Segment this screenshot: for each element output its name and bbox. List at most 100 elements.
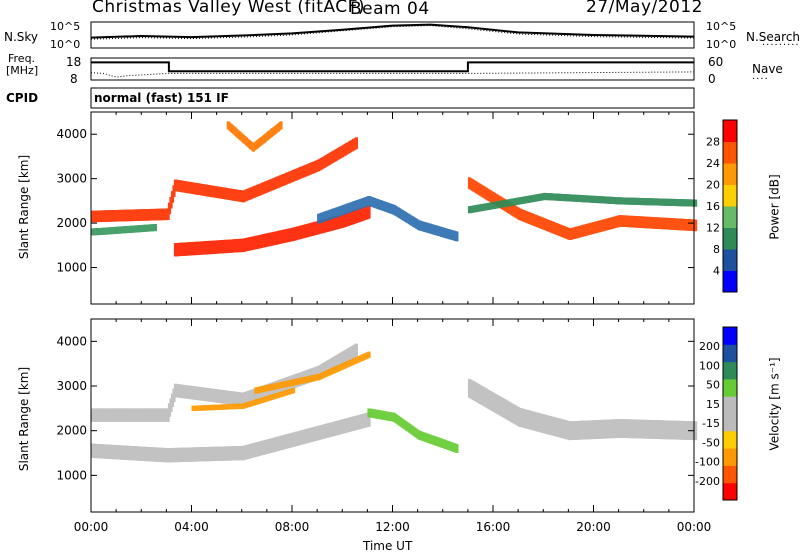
nsearch-label: N.Search <box>746 30 800 44</box>
power-band-2 <box>317 196 459 242</box>
power-band-cell <box>354 137 358 149</box>
power-colorbar-cell <box>723 163 737 185</box>
velocity-band-0 <box>91 343 358 422</box>
power-band-cell <box>367 205 371 219</box>
nsearch-line <box>90 25 695 40</box>
power-band-cell <box>694 219 698 232</box>
power-band-cell <box>455 231 459 242</box>
velocity-ytick-label: 4000 <box>56 334 87 348</box>
power-band-cell <box>279 121 283 130</box>
velocity-colorbar-cell <box>723 396 737 414</box>
nave-label: Nave <box>752 62 783 76</box>
power-colorbar-tick-label: 20 <box>706 179 720 192</box>
power-ytick-label: 2000 <box>56 216 87 230</box>
nsearch-legend-dots: ········· <box>762 40 800 51</box>
nsky-label: N.Sky <box>4 30 39 44</box>
velocity-colorbar-cell <box>723 465 737 484</box>
x-tick-label: 08:00 <box>275 520 310 534</box>
velocity-band-cell <box>354 343 358 357</box>
nsky-tick-bottom: 10^0 <box>50 38 81 51</box>
power-colorbar-tick-label: 4 <box>713 265 720 278</box>
power-band-0 <box>91 137 358 223</box>
power-colorbar-cell <box>723 227 737 250</box>
power-colorbar-frame <box>722 119 738 293</box>
cpid-text: normal (fast) 151 IF <box>94 91 229 105</box>
station-title: Christmas Valley West (fitACF) <box>92 0 366 17</box>
power-band-6 <box>467 192 698 214</box>
cpid-label: CPID <box>6 91 39 105</box>
power-colorbar-tick-label: 8 <box>713 243 720 256</box>
x-tick-label: 20:00 <box>576 520 611 534</box>
power-band-3 <box>467 177 698 240</box>
x-tick-label: 04:00 <box>174 520 209 534</box>
nsearch-tick-bottom: 10^0 <box>706 38 737 51</box>
freq-panel-frame <box>90 57 695 81</box>
nsky-panel-frame <box>90 21 695 49</box>
freq-tick-bottom: 8 <box>70 72 78 86</box>
x-tick-label: 16:00 <box>476 520 511 534</box>
velocity-band-1 <box>91 412 371 463</box>
velocity-band-3 <box>467 378 698 441</box>
velocity-colorbar-cell <box>723 361 737 380</box>
nave-legend-dots: ···· <box>752 74 769 85</box>
velocity-colorbar-cell <box>723 378 737 397</box>
power-colorbar-tick-label: 16 <box>706 200 720 213</box>
velocity-band-cell <box>292 387 296 394</box>
cpid-panel-frame <box>90 87 695 109</box>
velocity-colorbar-tick-label: -200 <box>695 475 720 488</box>
power-colorbar-cell <box>723 206 737 228</box>
x-tick-label: 00:00 <box>677 520 712 534</box>
power-colorbar-cell <box>723 249 737 271</box>
nave-tick-top: 60 <box>708 55 724 69</box>
power-colorbar-cell <box>723 270 737 293</box>
velocity-band-cell <box>694 421 698 441</box>
power-band-cell <box>694 199 698 207</box>
velocity-colorbar-tick-label: 15 <box>706 398 720 411</box>
velocity-ytick-label: 3000 <box>56 379 87 393</box>
velocity-band-2 <box>367 408 459 453</box>
nsky-line <box>90 23 695 39</box>
power-ytick-label: 4000 <box>56 127 87 141</box>
power-colorbar-cell <box>723 184 737 207</box>
nave-tick-bottom: 0 <box>708 72 716 86</box>
velocity-colorbar-cell <box>723 344 737 363</box>
velocity-band-5 <box>191 387 296 412</box>
velocity-band-4 <box>254 351 371 394</box>
velocity-ytick-label: 1000 <box>56 468 87 482</box>
power-colorbar-tick-label: 28 <box>706 136 720 149</box>
velocity-colorbar-cell <box>723 430 737 449</box>
velocity-ytick-label: 2000 <box>56 424 87 438</box>
power-band-4 <box>226 121 283 152</box>
freq-tick-top: 18 <box>66 55 82 69</box>
power-band-cell <box>153 224 157 232</box>
velocity-colorbar-cell <box>723 413 737 432</box>
velocity-colorbar-tick-label: -100 <box>695 456 720 469</box>
nsky-tick-top: 10^5 <box>50 20 81 33</box>
x-tick-label: 00:00 <box>74 520 109 534</box>
power-colorbar-cell <box>723 141 737 164</box>
power-colorbar-tick-label: 24 <box>706 157 720 170</box>
velocity-colorbar-tick-label: 100 <box>699 359 720 372</box>
velocity-band-cell <box>367 412 371 427</box>
velocity-colorbar-cell <box>723 327 737 345</box>
velocity-band-cell <box>455 444 459 453</box>
beam-label: Beam 04 <box>350 0 430 19</box>
velocity-colorbar-cell <box>723 448 737 466</box>
freq-label-2: [MHz] <box>6 64 39 77</box>
date-label: 27/May/2012 <box>586 0 703 17</box>
velocity-colorbar-cell <box>723 482 737 501</box>
power-ytick-label: 3000 <box>56 172 87 186</box>
power-band-1 <box>173 205 371 257</box>
velocity-band-cell <box>367 351 371 358</box>
power-colorbar-tick-label: 12 <box>706 222 720 235</box>
nave-line <box>90 71 695 78</box>
power-band-5 <box>91 224 157 236</box>
freq-line <box>91 61 694 73</box>
velocity-colorbar-tick-label: -50 <box>702 436 720 449</box>
power-ytick-label: 1000 <box>56 261 87 275</box>
nsearch-tick-top: 10^5 <box>706 20 737 33</box>
velocity-colorbar-tick-label: 200 <box>699 340 720 353</box>
velocity-colorbar-tick-label: 50 <box>706 379 720 392</box>
